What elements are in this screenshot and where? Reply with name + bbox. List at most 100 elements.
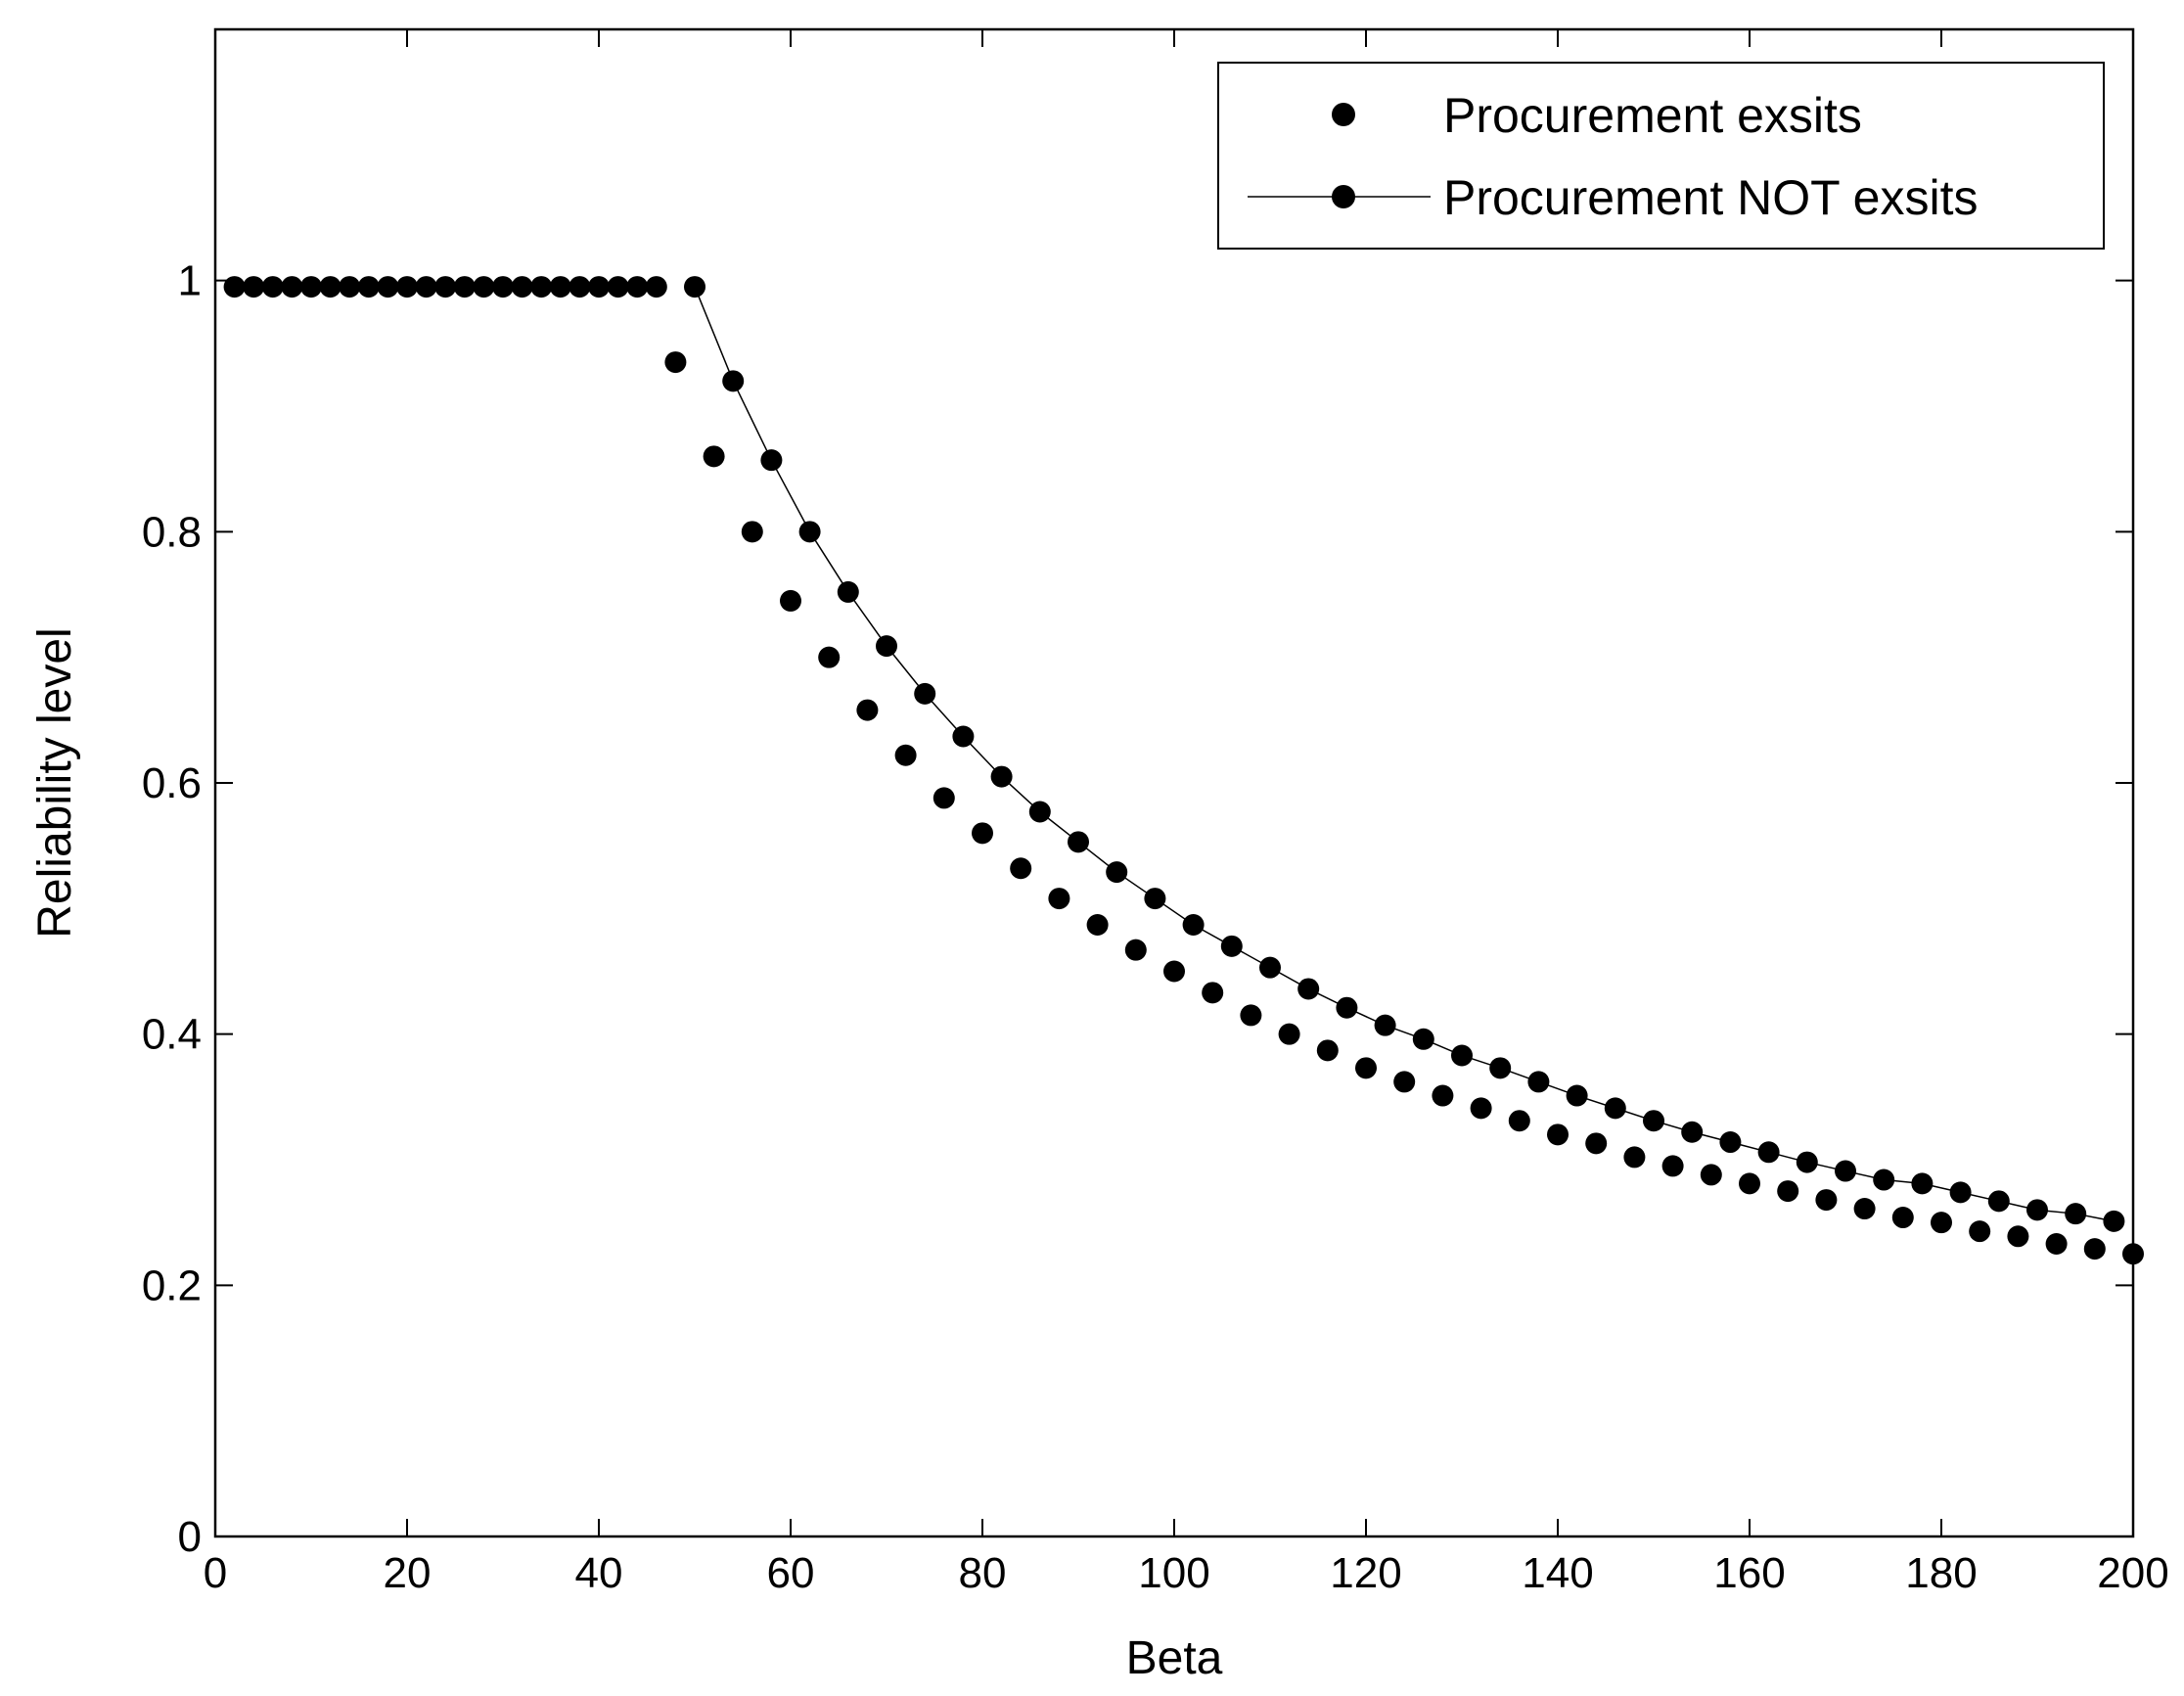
point-procurement-not-exsits xyxy=(1451,1044,1473,1067)
point-procurement-not-exsits xyxy=(2065,1203,2087,1225)
point-procurement-exsits xyxy=(780,589,801,612)
point-procurement-exsits xyxy=(415,276,437,298)
point-procurement-exsits xyxy=(2122,1243,2144,1265)
point-procurement-exsits xyxy=(626,276,649,298)
point-procurement-exsits xyxy=(1891,1207,1914,1229)
point-procurement-exsits xyxy=(1432,1084,1454,1107)
point-procurement-exsits xyxy=(396,276,418,298)
point-procurement-exsits xyxy=(933,787,955,809)
point-procurement-exsits xyxy=(2007,1225,2029,1248)
point-procurement-exsits xyxy=(1969,1220,1991,1243)
point-procurement-not-exsits xyxy=(837,580,859,603)
point-procurement-exsits xyxy=(2045,1232,2068,1255)
x-tick-label: 140 xyxy=(1522,1549,1593,1597)
point-procurement-exsits xyxy=(645,276,667,298)
point-procurement-exsits xyxy=(1163,960,1185,983)
x-tick-label: 160 xyxy=(1713,1549,1785,1597)
legend-marker-procurement-not-exsits xyxy=(1332,185,1355,208)
point-procurement-exsits xyxy=(2083,1238,2106,1261)
point-procurement-exsits xyxy=(223,276,246,298)
point-procurement-exsits xyxy=(319,276,341,298)
point-procurement-not-exsits xyxy=(1911,1172,1934,1195)
y-axis-title: Reliability level xyxy=(29,627,81,938)
x-tick-labels: 0 20 40 60 80 100 120 140 160 180 200 xyxy=(204,1549,2169,1597)
series-markers xyxy=(223,276,2144,1265)
point-procurement-exsits xyxy=(1931,1212,1952,1234)
point-procurement-not-exsits xyxy=(1604,1097,1626,1120)
plot-area xyxy=(213,27,2135,1538)
point-procurement-exsits xyxy=(549,276,571,298)
point-procurement-exsits xyxy=(664,351,687,374)
point-procurement-not-exsits xyxy=(2026,1199,2048,1221)
y-tick-label: 0.4 xyxy=(142,1011,202,1059)
legend-label-procurement-not-exsits: Procurement NOT exsits xyxy=(1443,170,1978,225)
axis-ticks xyxy=(214,29,2134,1537)
point-procurement-not-exsits xyxy=(760,449,783,472)
point-procurement-not-exsits xyxy=(684,276,705,298)
x-tick-label: 40 xyxy=(575,1549,623,1597)
point-procurement-exsits xyxy=(1393,1071,1416,1093)
point-procurement-exsits xyxy=(741,521,763,543)
point-procurement-exsits xyxy=(1202,982,1224,1004)
point-procurement-exsits xyxy=(1853,1198,1876,1220)
x-tick-label: 80 xyxy=(959,1549,1007,1597)
point-procurement-exsits xyxy=(1508,1110,1530,1132)
point-procurement-exsits xyxy=(511,276,533,298)
point-procurement-exsits xyxy=(530,276,553,298)
point-procurement-not-exsits xyxy=(914,682,936,705)
point-procurement-exsits xyxy=(1124,939,1147,961)
point-procurement-exsits xyxy=(1585,1132,1608,1155)
point-procurement-not-exsits xyxy=(1068,831,1089,853)
point-procurement-not-exsits xyxy=(2103,1210,2125,1232)
point-procurement-not-exsits xyxy=(876,635,897,658)
point-procurement-not-exsits xyxy=(1374,1014,1396,1036)
point-procurement-not-exsits xyxy=(722,370,745,392)
point-procurement-not-exsits xyxy=(1220,935,1243,957)
y-tick-label: 0.6 xyxy=(142,759,202,807)
legend-label-procurement-exsits: Procurement exsits xyxy=(1443,88,1862,143)
point-procurement-exsits xyxy=(1278,1023,1300,1045)
point-procurement-not-exsits xyxy=(1681,1121,1704,1143)
point-procurement-exsits xyxy=(434,276,457,298)
point-procurement-exsits xyxy=(1661,1155,1684,1177)
legend-box xyxy=(1217,62,2105,250)
point-procurement-not-exsits xyxy=(1489,1057,1512,1079)
point-procurement-exsits xyxy=(453,276,476,298)
x-tick-label: 60 xyxy=(767,1549,815,1597)
point-procurement-exsits xyxy=(1086,914,1109,937)
point-procurement-exsits xyxy=(1316,1039,1339,1062)
point-procurement-not-exsits xyxy=(1873,1169,1895,1191)
point-procurement-exsits xyxy=(1815,1189,1838,1212)
point-procurement-not-exsits xyxy=(1987,1190,2010,1213)
point-procurement-exsits xyxy=(818,646,841,668)
point-procurement-exsits xyxy=(569,276,591,298)
point-procurement-exsits xyxy=(492,276,514,298)
point-procurement-not-exsits xyxy=(1182,914,1205,937)
point-procurement-exsits xyxy=(300,276,322,298)
x-tick-label: 100 xyxy=(1138,1549,1209,1597)
point-procurement-exsits xyxy=(894,744,917,766)
legend-marker-procurement-exsits xyxy=(1332,103,1355,126)
point-procurement-exsits xyxy=(1470,1097,1492,1120)
point-procurement-not-exsits xyxy=(1297,978,1320,1000)
point-procurement-exsits xyxy=(243,276,265,298)
point-procurement-not-exsits xyxy=(1336,996,1358,1019)
point-procurement-exsits xyxy=(281,276,303,298)
point-procurement-not-exsits xyxy=(952,725,975,748)
y-tick-label: 1 xyxy=(178,257,202,305)
point-procurement-exsits xyxy=(1355,1057,1377,1079)
point-procurement-exsits xyxy=(339,276,361,298)
point-procurement-not-exsits xyxy=(1412,1028,1434,1050)
point-procurement-exsits xyxy=(703,445,725,468)
point-procurement-not-exsits xyxy=(1949,1181,1972,1204)
point-procurement-exsits xyxy=(473,276,495,298)
point-procurement-exsits xyxy=(972,822,993,845)
point-procurement-not-exsits xyxy=(1757,1141,1780,1164)
point-procurement-not-exsits xyxy=(1566,1084,1588,1107)
point-procurement-not-exsits xyxy=(1527,1071,1550,1093)
point-procurement-exsits xyxy=(1048,888,1070,910)
y-tick-label: 0.2 xyxy=(142,1261,202,1309)
point-procurement-exsits xyxy=(357,276,380,298)
point-procurement-not-exsits xyxy=(1144,888,1166,910)
